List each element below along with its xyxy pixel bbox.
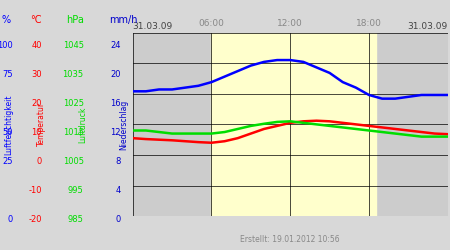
Text: Erstellt: 19.01.2012 10:56: Erstellt: 19.01.2012 10:56: [240, 235, 340, 244]
Text: -20: -20: [28, 216, 42, 224]
Text: 75: 75: [2, 70, 13, 79]
Text: 12: 12: [110, 128, 121, 137]
Text: 20: 20: [32, 99, 42, 108]
Text: 0: 0: [8, 216, 13, 224]
Text: 50: 50: [3, 128, 13, 137]
Text: 10: 10: [32, 128, 42, 137]
Text: 12:00: 12:00: [277, 18, 303, 28]
Text: %: %: [2, 15, 11, 25]
Text: 06:00: 06:00: [198, 18, 225, 28]
Text: °C: °C: [31, 15, 42, 25]
Text: 18:00: 18:00: [356, 18, 382, 28]
Text: Luftdruck: Luftdruck: [79, 106, 88, 142]
Text: 8: 8: [115, 157, 121, 166]
Text: mm/h: mm/h: [109, 15, 138, 25]
Text: 4: 4: [115, 186, 121, 195]
Text: hPa: hPa: [67, 15, 85, 25]
Text: 1015: 1015: [63, 128, 84, 137]
Text: Niederschlag: Niederschlag: [119, 99, 128, 150]
Text: 995: 995: [68, 186, 84, 195]
Text: 0: 0: [115, 216, 121, 224]
Text: 985: 985: [68, 216, 84, 224]
Text: 25: 25: [3, 157, 13, 166]
Text: 1045: 1045: [63, 40, 84, 50]
Text: 40: 40: [32, 40, 42, 50]
Text: 31.03.09: 31.03.09: [408, 22, 448, 31]
Text: -10: -10: [28, 186, 42, 195]
Text: 24: 24: [110, 40, 121, 50]
Text: 31.03.09: 31.03.09: [133, 22, 173, 31]
Text: Temperatur: Temperatur: [37, 102, 46, 146]
Text: 1035: 1035: [63, 70, 84, 79]
Text: 16: 16: [110, 99, 121, 108]
Text: 20: 20: [110, 70, 121, 79]
Text: 100: 100: [0, 40, 13, 50]
Text: 30: 30: [31, 70, 42, 79]
Text: 1025: 1025: [63, 99, 84, 108]
Text: 0: 0: [36, 157, 42, 166]
Text: Luftfeuchtigkeit: Luftfeuchtigkeit: [4, 94, 13, 154]
Bar: [212, 32, 376, 216]
Text: 1005: 1005: [63, 157, 84, 166]
